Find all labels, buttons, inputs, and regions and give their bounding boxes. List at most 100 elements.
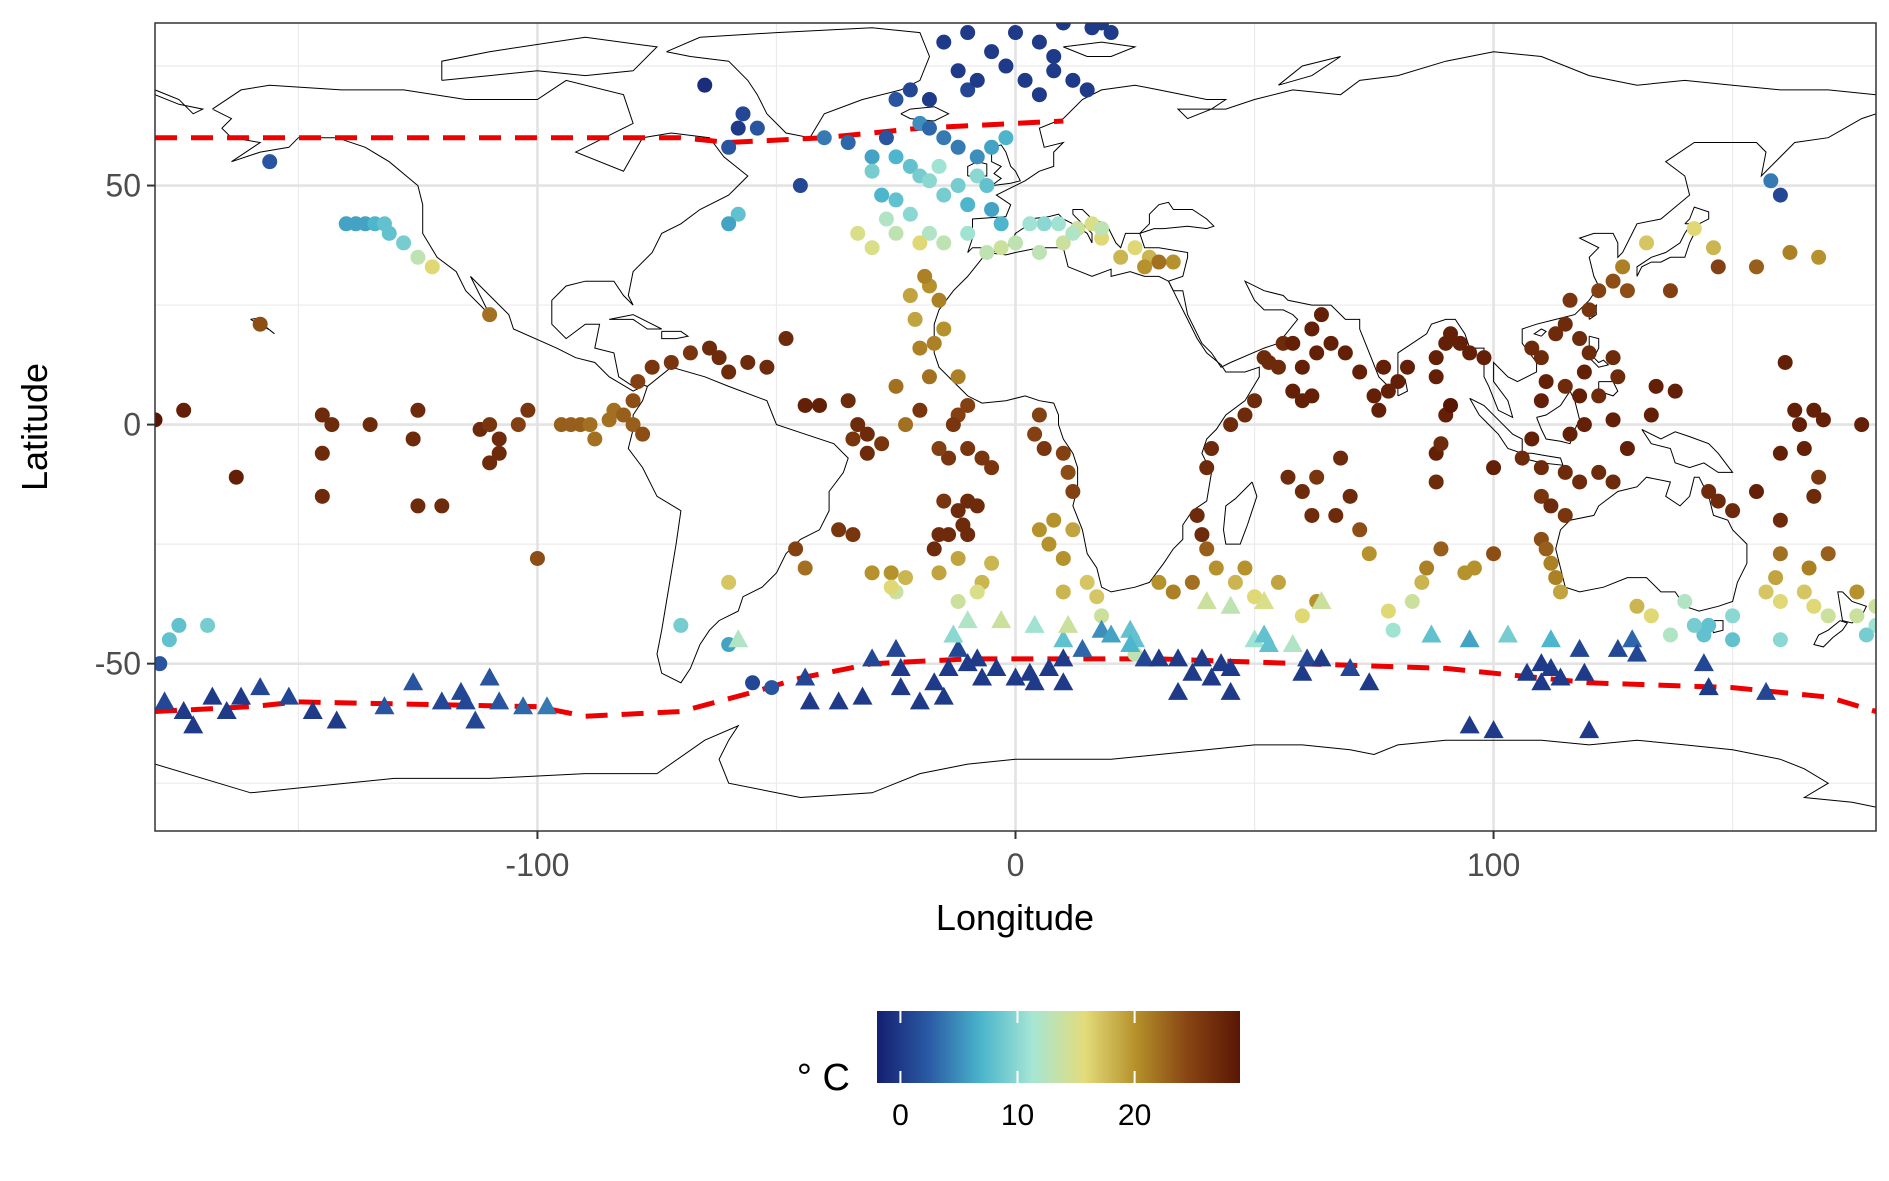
circle-point: [1380, 603, 1396, 619]
circle-point: [984, 139, 1000, 155]
circle-point: [936, 34, 952, 50]
triangle-point: [986, 657, 1007, 676]
circle-point: [1782, 244, 1798, 260]
y-tick-label: 50: [105, 168, 141, 204]
circle-point: [434, 498, 450, 514]
circle-point: [1031, 522, 1047, 538]
circle-point: [1763, 173, 1779, 189]
circle-point: [1725, 503, 1741, 519]
circle-point: [1524, 431, 1540, 447]
circle-point: [1342, 488, 1358, 504]
circle-point: [921, 225, 937, 241]
circle-point: [176, 402, 192, 418]
circle-point: [1390, 374, 1406, 390]
circle-point: [1557, 464, 1573, 480]
circle-point: [1046, 48, 1062, 64]
circle-point: [1055, 584, 1071, 600]
triangle-point: [1168, 648, 1189, 667]
circle-point: [993, 216, 1009, 232]
circle-point: [381, 225, 397, 241]
circle-point: [1815, 412, 1831, 428]
triangle-point: [1497, 624, 1518, 643]
circle-point: [1533, 393, 1549, 409]
circle-point: [907, 311, 923, 327]
circle-point: [1270, 574, 1286, 590]
triangle-point: [1579, 720, 1600, 739]
circle-point: [936, 235, 952, 251]
circle-point: [1849, 584, 1865, 600]
circle-point: [969, 149, 985, 165]
coastline: [1555, 476, 1748, 612]
circle-point: [888, 91, 904, 107]
circle-point: [1031, 244, 1047, 260]
circle-point: [902, 82, 918, 98]
triangle-point: [1698, 677, 1719, 696]
circle-point: [1648, 378, 1664, 394]
circle-point: [850, 225, 866, 241]
triangle-point: [1201, 667, 1222, 686]
circle-point: [1385, 622, 1401, 638]
triangle-point: [1550, 667, 1571, 686]
circle-point: [840, 393, 856, 409]
circle-point: [1371, 402, 1387, 418]
circle-point: [926, 335, 942, 351]
circle-point: [1662, 283, 1678, 299]
circle-point: [984, 555, 1000, 571]
circle-point: [1304, 388, 1320, 404]
circle-point: [1046, 512, 1062, 528]
circle-point: [1027, 426, 1043, 442]
triangle-point: [173, 700, 194, 719]
circle-point: [816, 130, 832, 146]
circle-point: [1615, 259, 1631, 275]
circle-point: [1022, 216, 1038, 232]
circle-point: [1806, 402, 1822, 418]
circle-point: [1199, 541, 1215, 557]
triangle-point: [909, 691, 930, 710]
circle-point: [1811, 249, 1827, 265]
triangle-point: [1024, 614, 1045, 633]
circle-point: [1084, 23, 1100, 36]
triangle-point: [1053, 672, 1074, 691]
triangle-point: [183, 715, 204, 734]
circle-point: [1051, 216, 1067, 232]
circle-point: [1748, 259, 1764, 275]
circle-point: [941, 450, 957, 466]
circle-point: [921, 91, 937, 107]
circle-point: [1256, 350, 1272, 366]
circle-point: [1094, 221, 1110, 237]
circle-point: [1605, 273, 1621, 289]
circle-point: [1605, 350, 1621, 366]
circle-point: [252, 316, 268, 332]
y-axis: -50 0 50: [95, 168, 155, 682]
circle-point: [797, 560, 813, 576]
circle-point: [663, 354, 679, 370]
circle-point: [1576, 417, 1592, 433]
circle-point: [902, 158, 918, 174]
circle-point: [1796, 584, 1812, 600]
circle-point: [1113, 249, 1129, 265]
circle-point: [1629, 598, 1645, 614]
triangle-point: [465, 710, 486, 729]
circle-point: [1137, 259, 1153, 275]
circle-point: [1572, 388, 1588, 404]
triangle-point: [1148, 648, 1169, 667]
circle-point: [1380, 383, 1396, 399]
circle-point: [950, 550, 966, 566]
circle-point: [424, 259, 440, 275]
circle-point: [171, 617, 187, 633]
circle-point: [960, 82, 976, 98]
circle-point: [1031, 87, 1047, 103]
circle-point: [1772, 594, 1788, 610]
triangle-point: [1540, 629, 1561, 648]
triangle-point: [1220, 657, 1241, 676]
circle-point: [931, 441, 947, 457]
circle-point: [1476, 350, 1492, 366]
triangle-point: [1459, 715, 1480, 734]
circle-point: [314, 488, 330, 504]
circle-point: [974, 450, 990, 466]
triangle-point: [1196, 591, 1217, 610]
circle-point: [721, 574, 737, 590]
circle-point: [797, 397, 813, 413]
circle-point: [482, 455, 498, 471]
triangle-point: [1168, 681, 1189, 700]
